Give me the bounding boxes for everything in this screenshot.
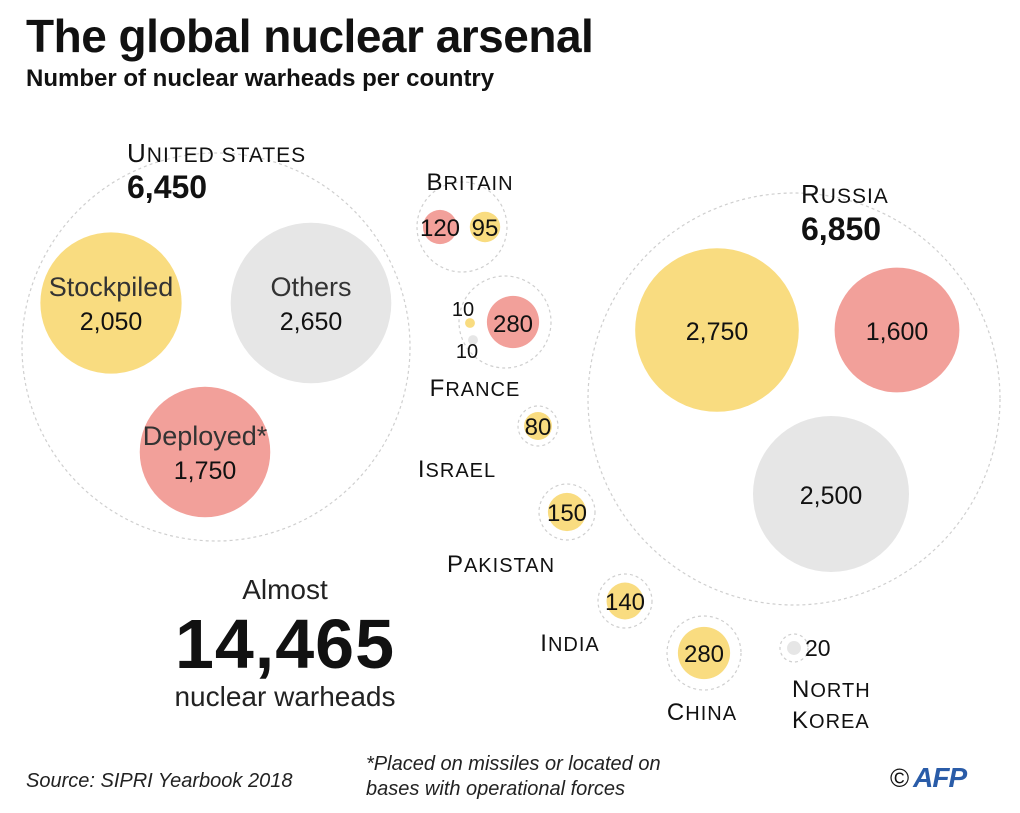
china-value-label: 280 xyxy=(684,641,724,668)
france-stockpiled-bubble xyxy=(465,318,475,328)
us-bubble-category-label: Stockpiled xyxy=(49,272,174,302)
israel-stockpiled-bubble xyxy=(524,412,552,440)
india-group-outline xyxy=(597,573,653,629)
russia-total-label: 6,850 xyxy=(801,211,881,247)
country-label-united-states: UNITED STATES xyxy=(127,138,306,168)
source-note: Source: SIPRI Yearbook 2018 xyxy=(26,770,293,792)
us-bubble-category-label: Deployed* xyxy=(143,421,268,451)
russia-stockpiled-bubble xyxy=(635,248,799,412)
france-deployed-bubble xyxy=(486,295,540,349)
footnote: *Placed on missiles or located on bases … xyxy=(366,752,661,802)
copyright-symbol: © xyxy=(890,763,910,793)
chart-title: The global nuclear arsenal xyxy=(26,10,594,62)
footnote-line: *Placed on missiles or located on xyxy=(366,753,661,775)
country-label-china: CHINA xyxy=(667,699,737,726)
israel-group-outline xyxy=(517,405,559,447)
total-value: 14,465 xyxy=(174,605,396,683)
country-label-north-korea: NORTH xyxy=(792,676,871,703)
us-bubble-value-label: 2,050 xyxy=(80,308,143,336)
china-stockpiled-bubble xyxy=(677,626,731,680)
pakistan-value-label: 150 xyxy=(547,500,587,527)
britain-stockpiled-bubble xyxy=(469,211,501,243)
russia-bubble-value-label: 2,750 xyxy=(686,318,749,346)
russia-bubble-value-label: 2,500 xyxy=(800,482,863,510)
pakistan-group-outline xyxy=(538,483,596,541)
britain-deployed-bubble xyxy=(422,209,458,245)
us-bubble-value-label: 2,650 xyxy=(280,308,343,336)
us-others-bubble xyxy=(230,222,392,384)
country-label-france: FRANCE xyxy=(430,375,521,402)
total-prefix: Almost xyxy=(242,574,328,605)
france-others-bubble xyxy=(468,335,478,345)
country-label-israel: ISRAEL xyxy=(418,456,496,483)
country-label-north-korea: KOREA xyxy=(792,707,870,734)
france-value-label: 10 xyxy=(456,341,478,363)
china-group-outline xyxy=(666,615,742,691)
north-korea-group-outline xyxy=(779,633,809,663)
russia-bubble-value-label: 1,600 xyxy=(866,318,929,346)
country-label-britain: BRITAIN xyxy=(426,169,513,196)
footnote-line: bases with operational forces xyxy=(366,778,626,800)
credit: © AFP xyxy=(890,762,967,794)
france-value-label: 280 xyxy=(493,311,533,338)
chart-subtitle: Number of nuclear warheads per country xyxy=(26,65,495,92)
country-label-pakistan: PAKISTAN xyxy=(447,551,555,578)
india-stockpiled-bubble xyxy=(606,582,644,620)
us-stockpiled-bubble xyxy=(40,232,182,374)
us-group-outline xyxy=(21,152,411,542)
pakistan-stockpiled-bubble xyxy=(547,492,587,532)
israel-value-label: 80 xyxy=(525,414,552,441)
us-bubble-category-label: Others xyxy=(270,272,351,302)
russia-others-bubble xyxy=(753,416,909,572)
us-bubble-value-label: 1,750 xyxy=(174,457,237,485)
afp-logo: AFP xyxy=(913,762,967,793)
country-label-russia: RUSSIA xyxy=(801,179,889,209)
france-group-outline xyxy=(458,275,552,369)
total-unit: nuclear warheads xyxy=(174,681,396,712)
north-korea-value-label: 20 xyxy=(805,635,831,661)
russia-deployed-bubble xyxy=(834,267,960,393)
britain-value-label: 95 xyxy=(472,215,499,242)
britain-value-label: 120 xyxy=(420,215,460,242)
britain-group-outline xyxy=(416,181,508,273)
us-total-label: 6,450 xyxy=(127,169,207,205)
russia-group-outline xyxy=(587,192,1001,606)
india-value-label: 140 xyxy=(605,589,645,616)
us-deployed-bubble xyxy=(139,386,271,518)
north-korea-others-bubble xyxy=(787,641,801,655)
france-value-label: 10 xyxy=(452,299,474,321)
country-label-india: INDIA xyxy=(540,630,599,657)
